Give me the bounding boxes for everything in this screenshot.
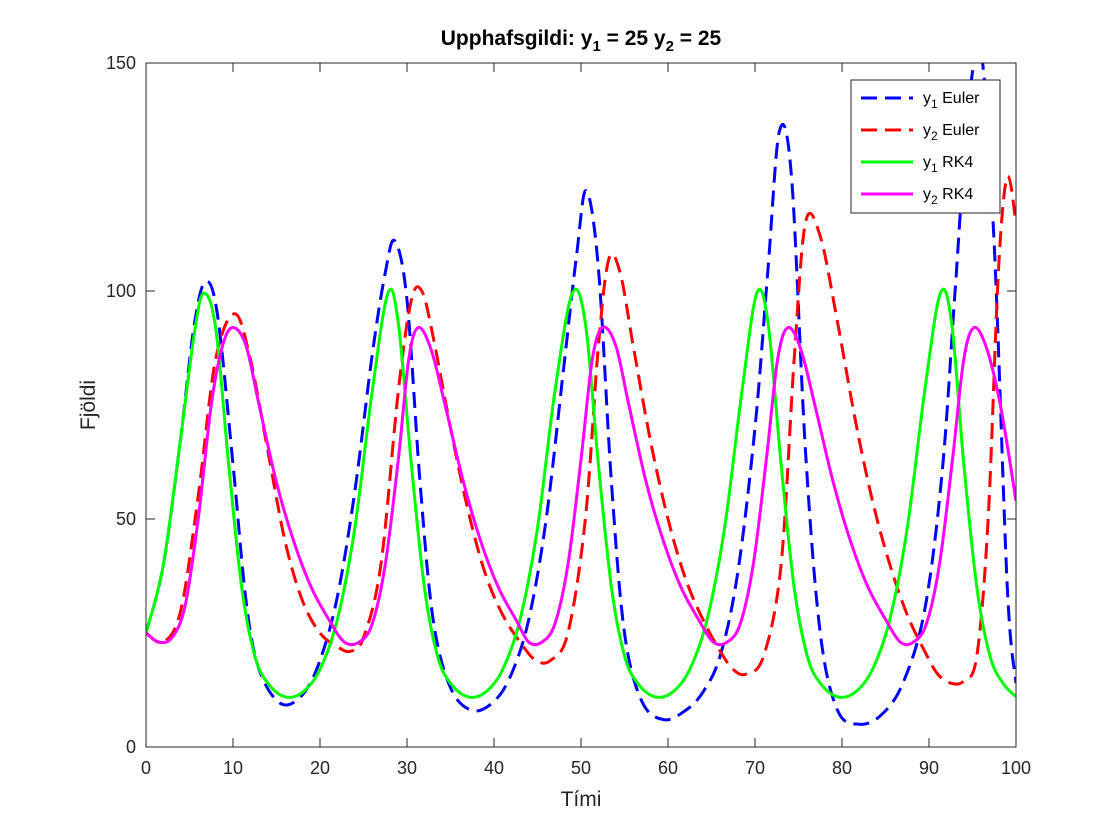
- x-tick-label: 40: [484, 758, 504, 778]
- x-tick-label: 50: [571, 758, 591, 778]
- x-tick-label: 100: [1001, 758, 1031, 778]
- x-tick-label: 30: [397, 758, 417, 778]
- legend-label: y1 Euler: [923, 90, 980, 111]
- legend-label: y1 RK4: [923, 154, 973, 175]
- y-tick-label: 100: [106, 281, 136, 301]
- x-tick-label: 0: [141, 758, 151, 778]
- y-tick-label: 50: [116, 509, 136, 529]
- x-tick-label: 10: [223, 758, 243, 778]
- y-tick-label: 0: [126, 737, 136, 757]
- x-axis-label: Tími: [561, 788, 602, 811]
- legend-label: y2 RK4: [923, 186, 973, 207]
- chart-title: Upphafsgildi: y1 = 25 y2 = 25: [441, 27, 722, 55]
- x-tick-label: 70: [745, 758, 765, 778]
- series-line-y1-euler: [146, 63, 1016, 726]
- x-tick-label: 20: [310, 758, 330, 778]
- legend-label: y2 Euler: [923, 122, 980, 143]
- y-tick-label: 150: [106, 53, 136, 73]
- legend: y1 Euler y2 Euler y1 RK4 y2 RK4: [850, 79, 1001, 214]
- legend-box: [850, 79, 1001, 214]
- series-line-y2-rk4: [146, 325, 1016, 647]
- series-line-y2-euler: [146, 174, 1016, 686]
- y-axis-label: Fjöldi: [77, 380, 100, 430]
- series-line-y1-rk4: [146, 287, 1016, 699]
- x-tick-label: 90: [919, 758, 939, 778]
- x-tick-label: 60: [658, 758, 678, 778]
- x-tick-label: 80: [832, 758, 852, 778]
